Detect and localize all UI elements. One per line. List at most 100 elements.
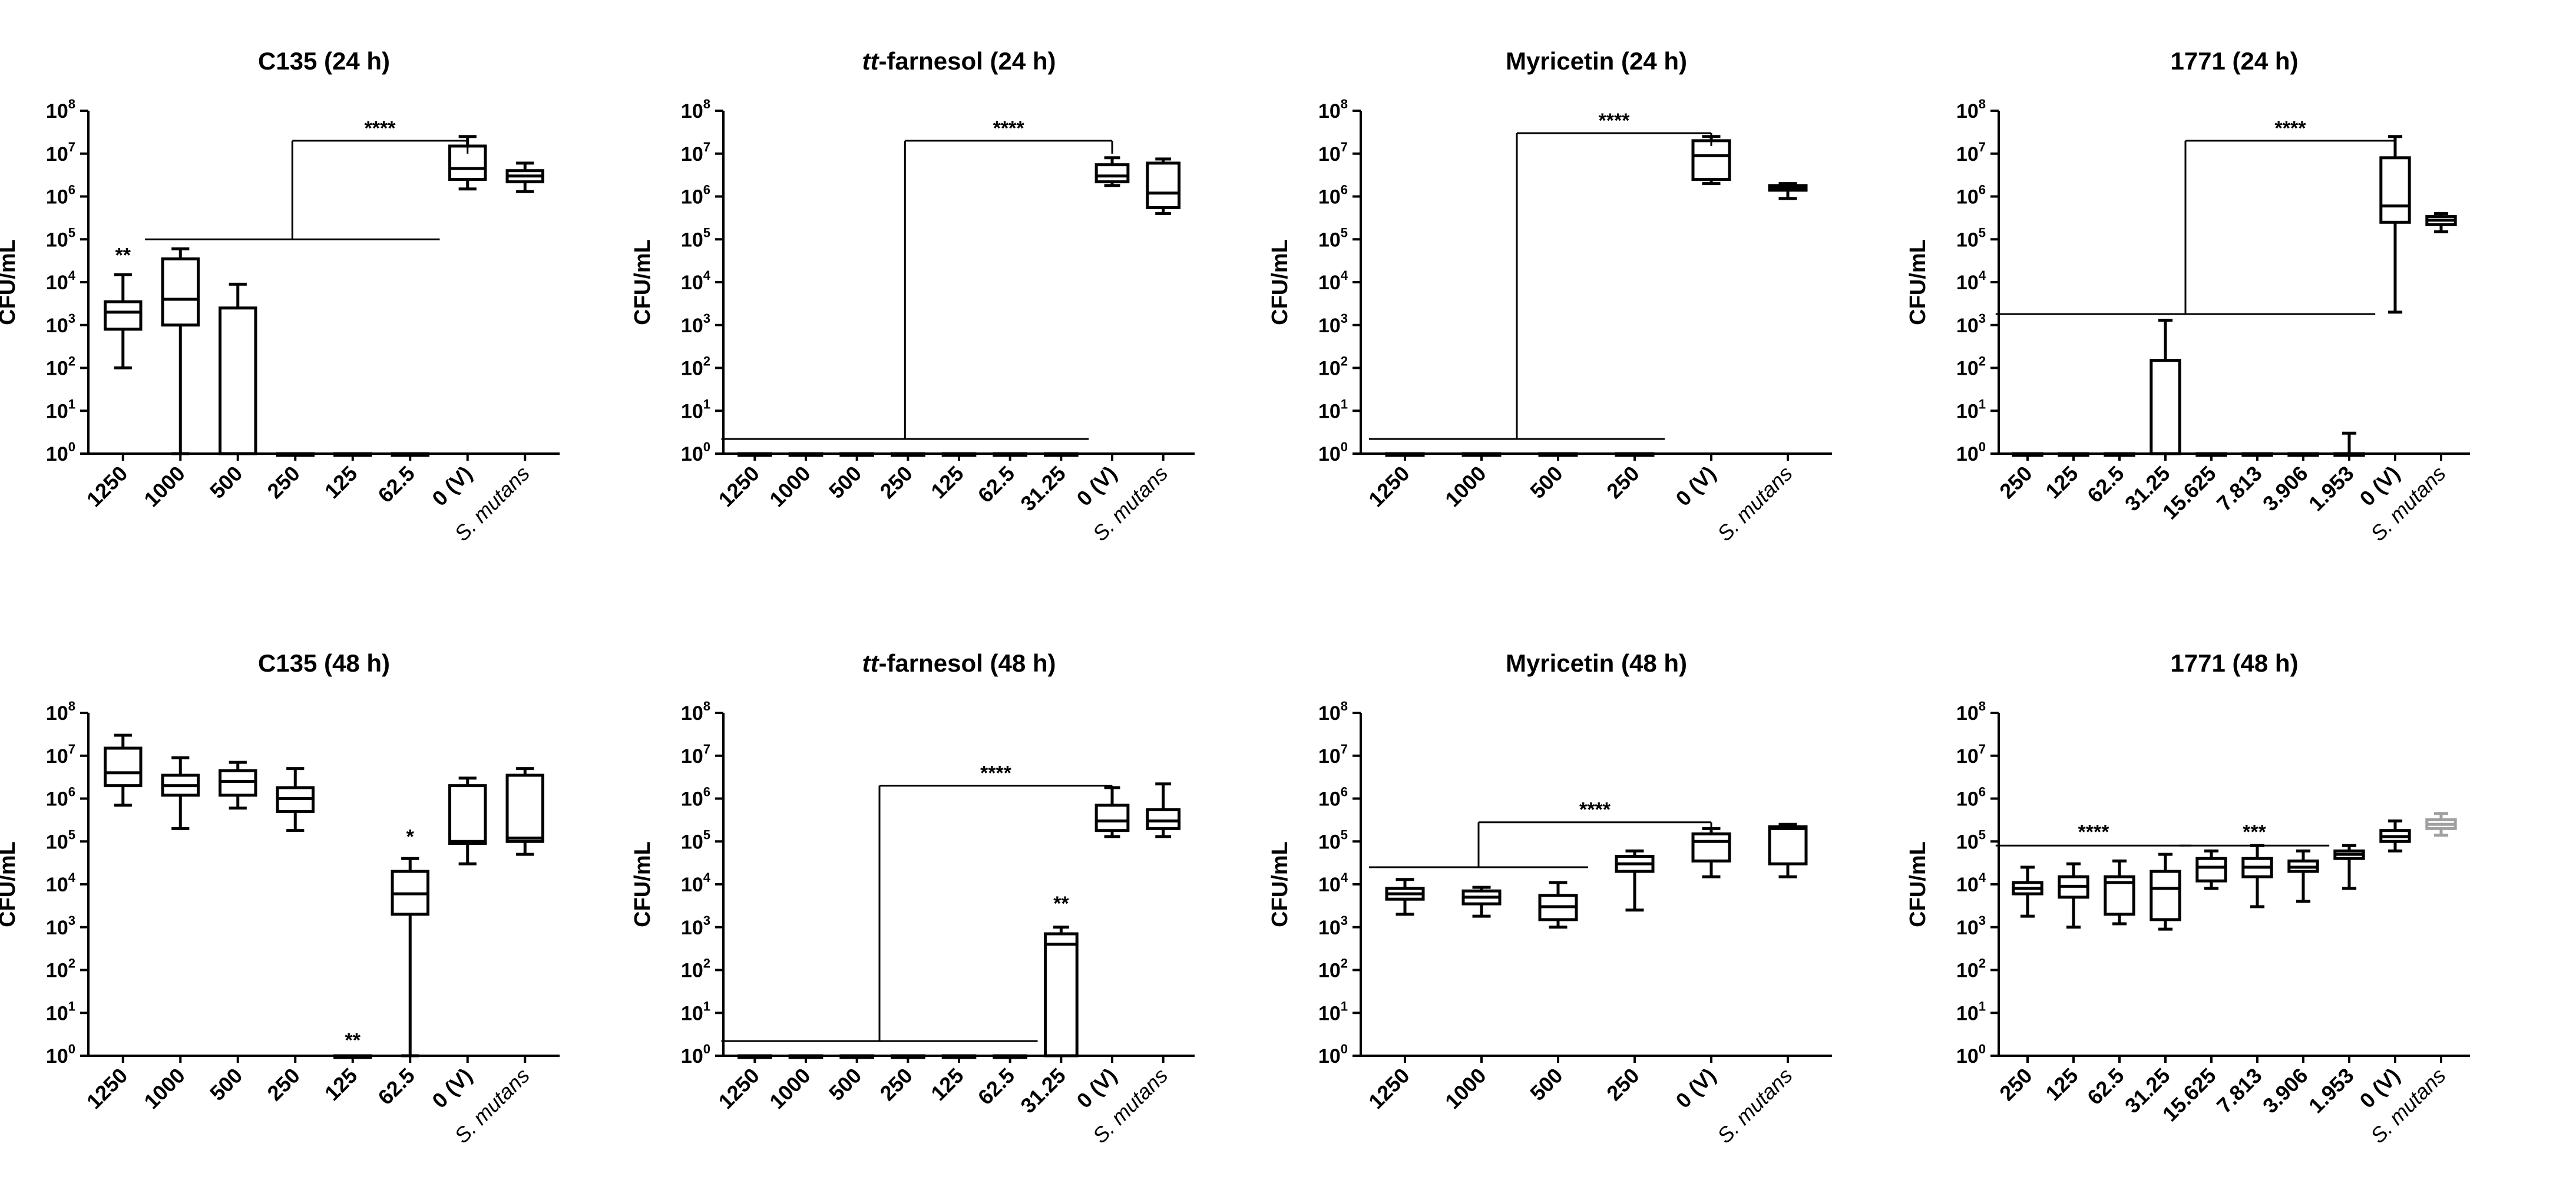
y-tick-label: 103 xyxy=(1956,913,1986,939)
y-tick-label: 102 xyxy=(681,354,710,380)
y-tick-exponent: 1 xyxy=(1341,396,1348,411)
y-tick-label: 106 xyxy=(681,183,710,209)
category-label: 31.25 xyxy=(1016,461,1070,516)
category-label: 1250 xyxy=(1364,461,1414,512)
y-tick-label: 106 xyxy=(1318,785,1348,811)
box-4 xyxy=(2150,852,2181,931)
y-tick-exponent: 4 xyxy=(703,870,711,885)
y-tick-exponent: 5 xyxy=(1341,827,1348,842)
y-tick-exponent: 1 xyxy=(703,999,710,1013)
y-tick-label: 103 xyxy=(46,913,75,939)
y-tick-label: 105 xyxy=(46,827,75,853)
y-tick-exponent: 2 xyxy=(703,354,710,369)
category-label: 1000 xyxy=(139,461,190,512)
y-tick-label: 103 xyxy=(46,311,75,337)
y-tick-exponent: 6 xyxy=(1979,785,1986,799)
y-tick-exponent: 6 xyxy=(1341,785,1348,799)
category-label: 500 xyxy=(824,1063,866,1105)
y-tick-exponent: 8 xyxy=(68,699,75,713)
y-tick-label: 104 xyxy=(1956,268,1986,294)
box-10 xyxy=(2425,212,2457,233)
box-3 xyxy=(839,1054,875,1059)
y-tick-label: 108 xyxy=(1956,699,1986,725)
category-label: 3.906 xyxy=(2258,461,2313,516)
box-iqr xyxy=(1691,832,1731,863)
y-tick-label: 107 xyxy=(1318,140,1348,166)
y-tick-exponent: 5 xyxy=(68,225,75,240)
y-tick-exponent: 8 xyxy=(1979,699,1986,713)
category-label: 500 xyxy=(1525,461,1567,503)
category-label: 125 xyxy=(926,461,968,503)
chart-title: C135 (48 h) xyxy=(258,649,390,677)
category-label: 1000 xyxy=(765,1063,815,1114)
chart-panel-6: tt-farnesol (48 h)CFU/mL1001011021031041… xyxy=(630,649,1195,1148)
box-6 xyxy=(391,452,429,457)
box-2 xyxy=(161,756,200,830)
y-tick-label: 108 xyxy=(46,97,75,123)
y-tick-label: 108 xyxy=(1956,97,1986,123)
box-10 xyxy=(2425,812,2457,837)
chart-title: tt-farnesol (24 h) xyxy=(862,47,1056,75)
y-tick-label: 100 xyxy=(681,440,710,465)
box-iqr xyxy=(104,300,143,331)
chart-panel-4: 1771 (24 h)CFU/mL10010110210310410510610… xyxy=(1906,47,2470,546)
box-3 xyxy=(2104,452,2135,457)
y-tick-label: 106 xyxy=(1318,183,1348,209)
chart-panel-5: C135 (48 h)CFU/mL10010110210310410510610… xyxy=(0,649,560,1148)
y-tick-label: 100 xyxy=(1318,1042,1348,1068)
category-label: 7.813 xyxy=(2212,461,2267,516)
category-label: 500 xyxy=(1525,1063,1567,1105)
box-iqr xyxy=(505,774,544,843)
chart-panel-7: Myricetin (48 h)CFU/mL100101102103104105… xyxy=(1268,649,1832,1148)
category-label: S. mutans xyxy=(1712,461,1797,546)
y-tick-exponent: 1 xyxy=(703,396,710,411)
comparison-label: **** xyxy=(2275,117,2307,140)
y-tick-label: 105 xyxy=(1956,827,1986,853)
category-label: 1000 xyxy=(1440,1063,1491,1114)
y-tick-label: 107 xyxy=(681,742,710,768)
category-label: 1250 xyxy=(82,1063,133,1114)
category-label: 0 (V) xyxy=(1671,1063,1721,1113)
chart-title: 1771 (24 h) xyxy=(2170,47,2298,75)
chart-panel-1: C135 (24 h)CFU/mL10010110210310410510610… xyxy=(0,47,560,546)
box-9 xyxy=(1146,157,1181,215)
comparison-label: *** xyxy=(2243,821,2266,843)
box-iqr xyxy=(2150,870,2181,921)
y-tick-label: 104 xyxy=(1318,870,1348,896)
y-tick-exponent: 3 xyxy=(1341,311,1348,326)
y-tick-exponent: 5 xyxy=(68,827,75,842)
y-tick-label: 105 xyxy=(1956,225,1986,251)
box-3 xyxy=(1538,881,1578,929)
box-7 xyxy=(1043,452,1079,457)
y-tick-exponent: 4 xyxy=(703,268,711,283)
y-tick-label: 102 xyxy=(1318,956,1348,982)
y-tick-exponent: 6 xyxy=(68,183,75,197)
category-label: 1250 xyxy=(82,461,133,512)
y-tick-exponent: 4 xyxy=(1979,870,1986,885)
y-tick-label: 104 xyxy=(1956,870,1986,896)
y-tick-exponent: 2 xyxy=(703,956,710,971)
box-3 xyxy=(1538,452,1578,457)
y-tick-label: 107 xyxy=(46,742,75,768)
y-tick-label: 103 xyxy=(1956,311,1986,337)
y-tick-exponent: 2 xyxy=(68,354,75,369)
box-6 xyxy=(391,857,429,1058)
y-tick-exponent: 7 xyxy=(1341,140,1348,154)
y-tick-exponent: 4 xyxy=(1341,870,1348,885)
y-tick-exponent: 4 xyxy=(1341,268,1348,283)
y-tick-exponent: 8 xyxy=(703,699,710,713)
box-2 xyxy=(1461,452,1502,457)
y-tick-label: 106 xyxy=(46,785,75,811)
y-tick-exponent: 7 xyxy=(1979,742,1986,756)
comparison-label: **** xyxy=(980,762,1012,785)
y-tick-label: 106 xyxy=(1956,183,1986,209)
y-axis-label: CFU/mL xyxy=(0,239,20,325)
box-iqr xyxy=(1768,825,1808,865)
y-tick-exponent: 4 xyxy=(68,268,76,283)
y-tick-exponent: 0 xyxy=(1979,440,1986,454)
box-2 xyxy=(2058,862,2089,929)
box-iqr xyxy=(2150,359,2181,455)
y-tick-exponent: 0 xyxy=(1979,1042,1986,1056)
box-iqr xyxy=(104,746,143,788)
box-5 xyxy=(333,1054,372,1059)
